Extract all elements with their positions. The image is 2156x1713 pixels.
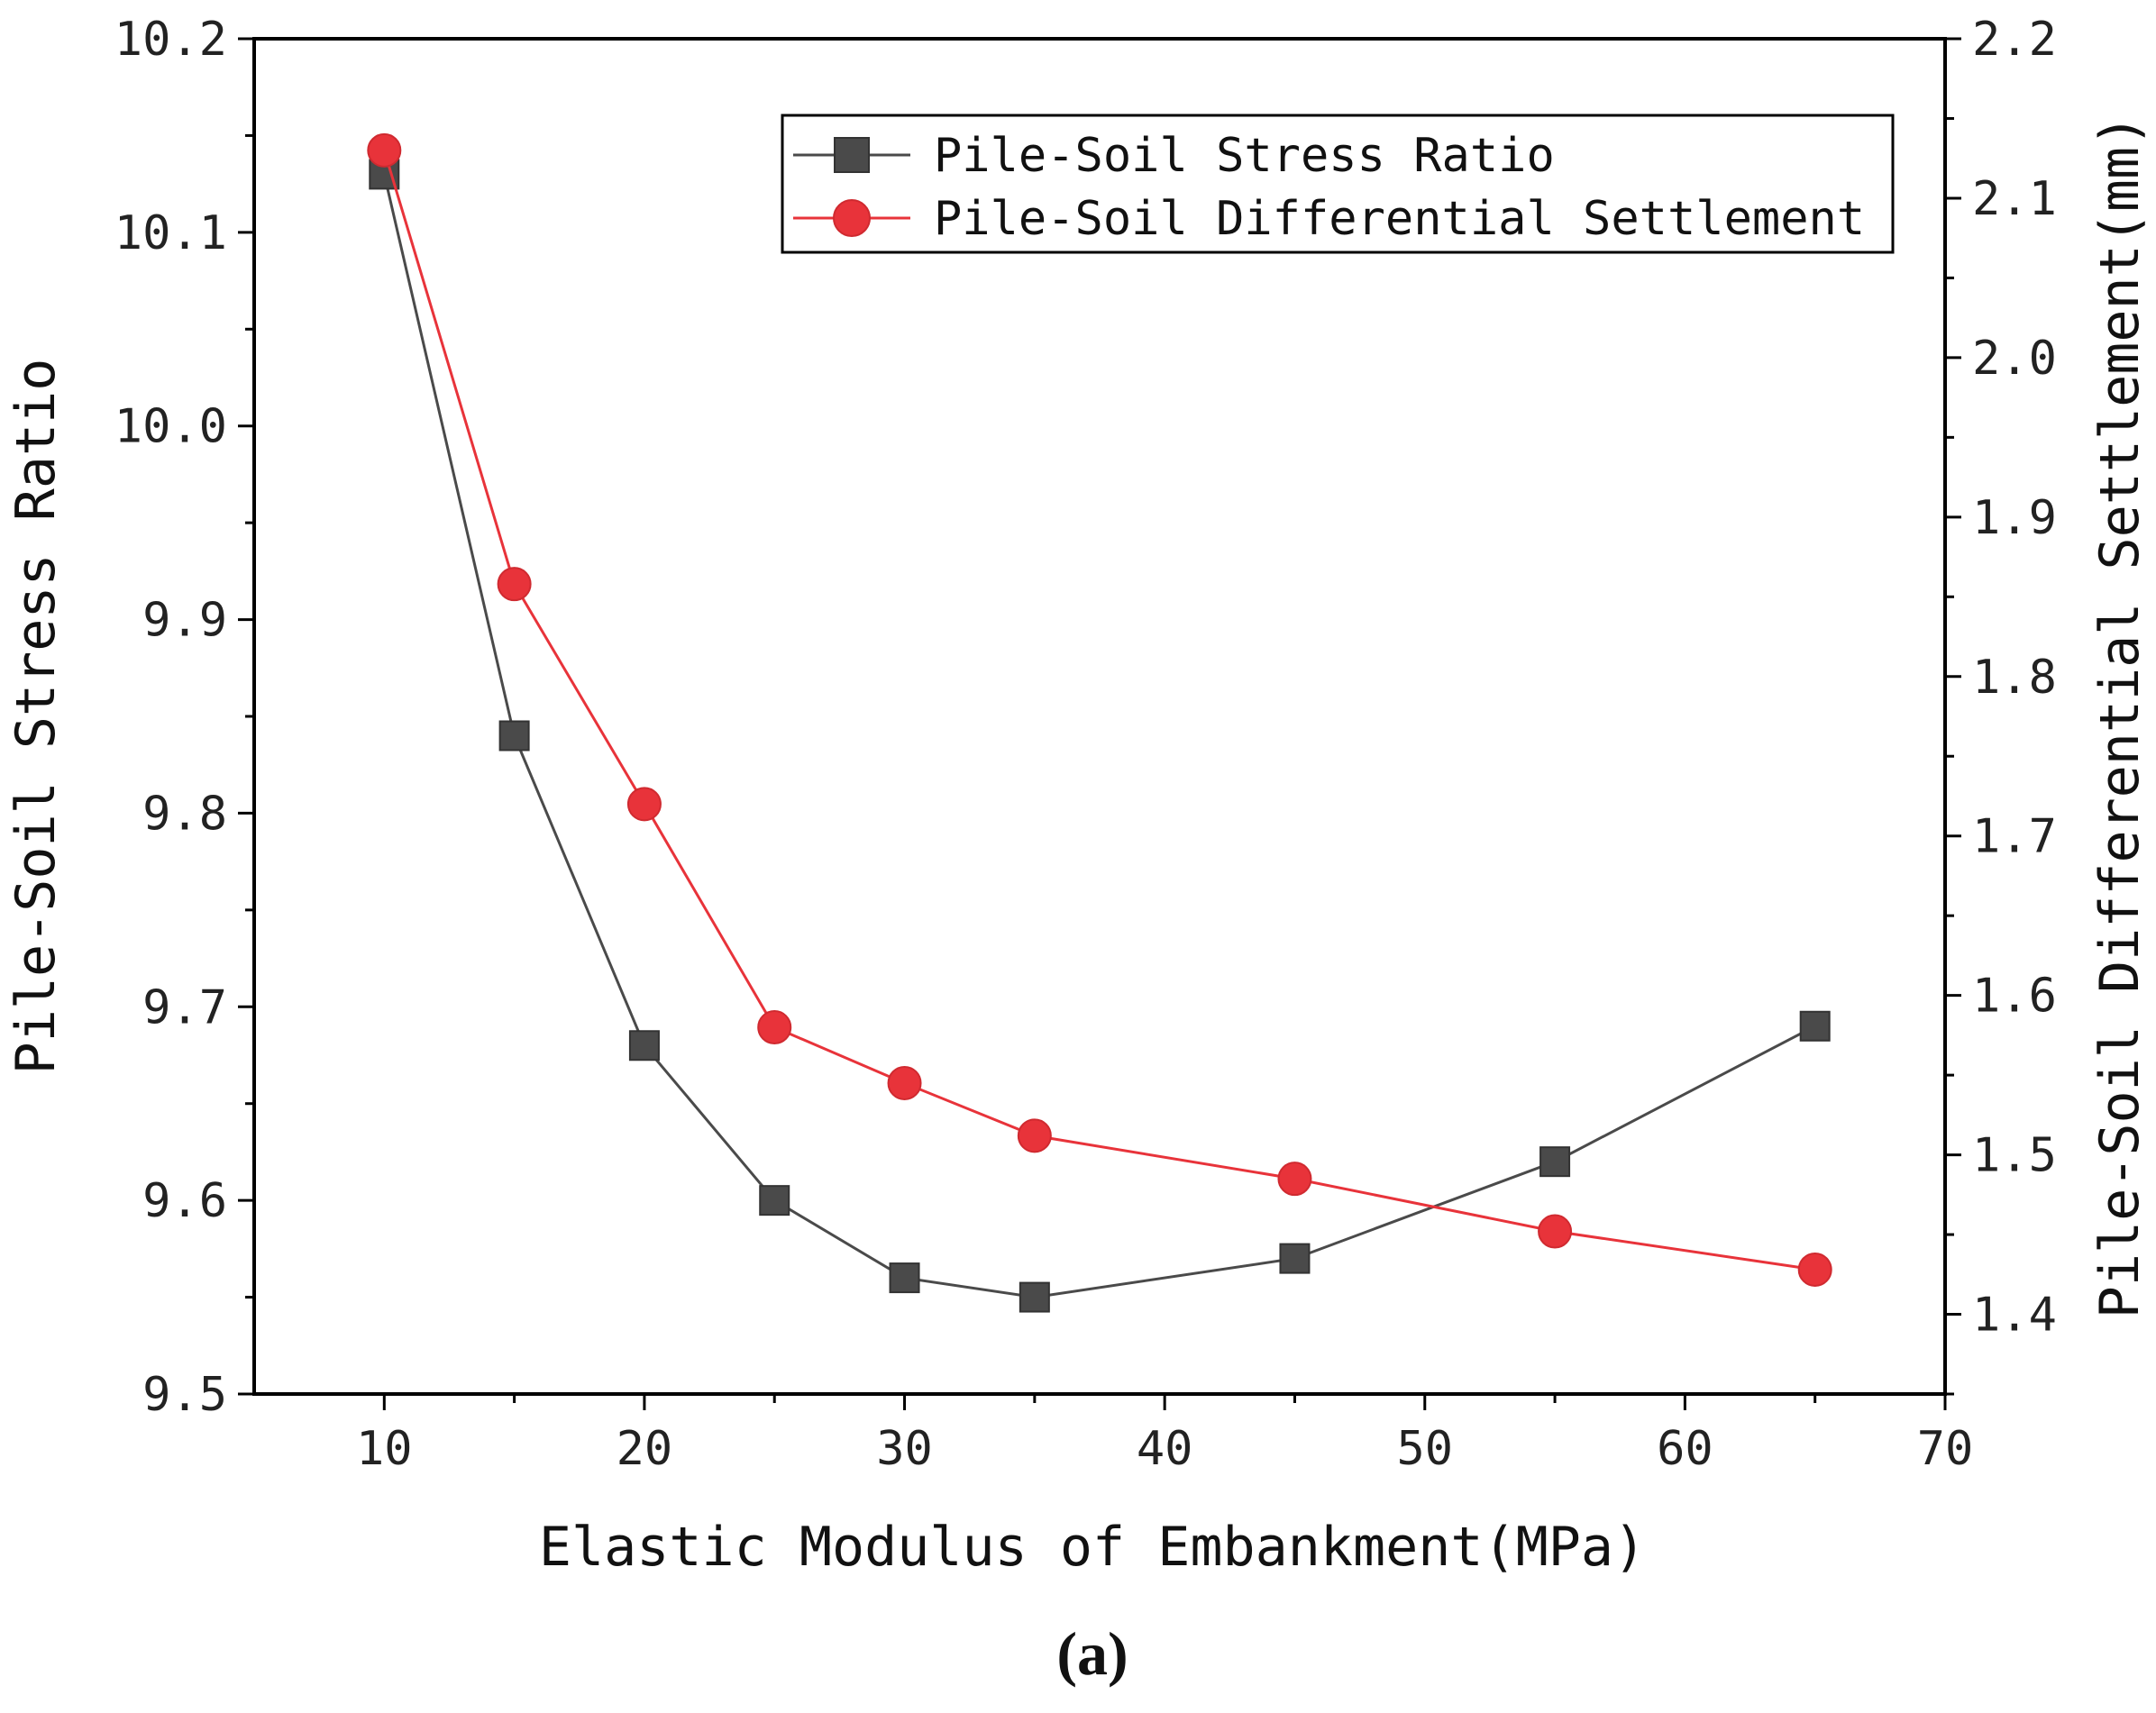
data-point-pile-soil-differential-settlement-45 — [1277, 1162, 1312, 1197]
right-y-tick-label: 2.2 — [1972, 13, 2057, 67]
data-point-pile-soil-differential-settlement-15 — [497, 567, 532, 602]
data-point-pile-soil-differential-settlement-20 — [626, 787, 662, 822]
x-tick-label: 70 — [1917, 1422, 1974, 1476]
left-y-tick-label: 9.9 — [142, 594, 227, 648]
data-point-pile-soil-differential-settlement-10 — [367, 132, 402, 168]
legend-box — [781, 114, 1895, 254]
x-tick-label: 50 — [1396, 1422, 1453, 1476]
data-point-pile-soil-stress-ratio-30 — [889, 1262, 920, 1294]
right-y-tick-label: 1.4 — [1972, 1289, 2057, 1343]
data-point-pile-soil-differential-settlement-25 — [757, 1010, 792, 1045]
data-point-pile-soil-stress-ratio-35 — [1019, 1281, 1050, 1313]
data-point-pile-soil-stress-ratio-25 — [759, 1185, 790, 1216]
data-point-pile-soil-stress-ratio-65 — [1799, 1010, 1831, 1042]
x-tick-label: 30 — [876, 1422, 933, 1476]
left-y-tick-label: 10.0 — [114, 400, 227, 454]
data-point-pile-soil-differential-settlement-35 — [1017, 1118, 1052, 1153]
left-y-tick-label: 9.7 — [142, 980, 227, 1034]
data-point-pile-soil-stress-ratio-45 — [1279, 1243, 1311, 1274]
right-y-tick-label: 2.1 — [1972, 172, 2057, 226]
legend-label-stress-ratio: Pile-Soil Stress Ratio — [934, 129, 1555, 183]
data-point-pile-soil-stress-ratio-55 — [1539, 1146, 1571, 1178]
x-axis-title: Elastic Modulus of Embankment(MPa) — [539, 1516, 1646, 1579]
right-y-tick-label: 1.7 — [1972, 810, 2057, 864]
series-layer — [367, 132, 1832, 1313]
left-y-tick-label: 10.1 — [114, 206, 227, 260]
legend-marker-stress-ratio — [834, 137, 870, 173]
left-y-tick-label: 9.6 — [142, 1174, 227, 1228]
right-y-tick-label: 1.8 — [1972, 651, 2057, 705]
right-y-tick-label: 2.0 — [1972, 332, 2057, 386]
data-point-pile-soil-differential-settlement-65 — [1797, 1252, 1832, 1287]
left-y-tick-label: 9.5 — [142, 1368, 227, 1422]
right-y-tick-label: 1.9 — [1972, 491, 2057, 545]
data-point-pile-soil-differential-settlement-30 — [887, 1065, 922, 1100]
right-y-axis-tick-labels: 1.4 1.5 1.6 1.7 1.8 1.9 2.0 2.1 2.2 — [1972, 13, 2057, 1343]
left-y-axis-title: Pile-Soil Stress Ratio — [5, 359, 68, 1075]
legend-label-differential-settlement: Pile-Soil Differential Settlement — [934, 192, 1865, 246]
plot-frame — [252, 37, 1947, 1396]
left-y-tick-label: 10.2 — [114, 13, 227, 67]
data-point-pile-soil-stress-ratio-15 — [498, 720, 530, 752]
legend: Pile-Soil Stress Ratio Pile-Soil Differe… — [781, 114, 1895, 254]
legend-marker-differential-settlement — [833, 199, 871, 237]
right-y-tick-label: 1.5 — [1972, 1129, 2057, 1183]
data-point-pile-soil-stress-ratio-20 — [628, 1030, 660, 1062]
figure-caption: (a) — [1056, 1619, 1128, 1688]
x-axis-tick-labels: 10 20 30 40 50 60 70 — [356, 1422, 1973, 1476]
right-y-tick-label: 1.6 — [1972, 970, 2057, 1024]
x-tick-label: 40 — [1137, 1422, 1193, 1476]
data-point-pile-soil-differential-settlement-55 — [1538, 1214, 1573, 1249]
right-y-axis-title: Pile-Soil Differential Settlement(mm) — [2088, 114, 2151, 1319]
left-y-tick-label: 9.8 — [142, 787, 227, 841]
x-tick-label: 10 — [356, 1422, 413, 1476]
x-tick-label: 20 — [617, 1422, 673, 1476]
left-y-axis-tick-labels: 9.5 9.6 9.7 9.8 9.9 10.0 10.1 10.2 — [114, 13, 227, 1422]
x-tick-label: 60 — [1657, 1422, 1713, 1476]
